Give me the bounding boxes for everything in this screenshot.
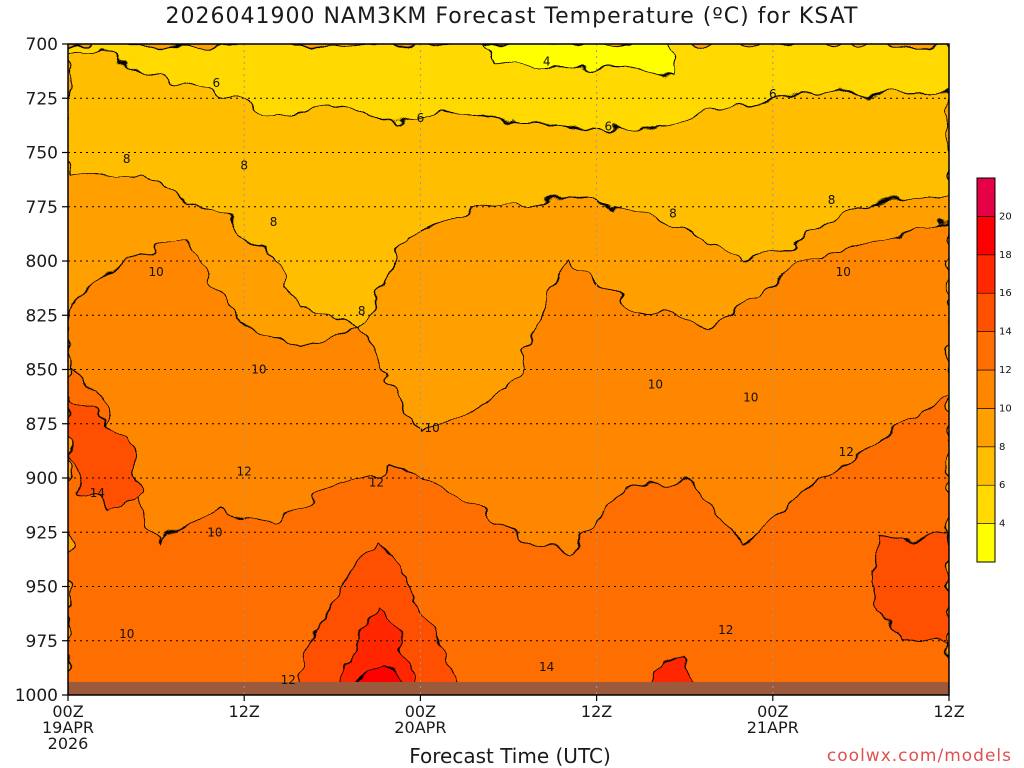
contour-label: 8 xyxy=(123,152,131,166)
y-tick-label: 775 xyxy=(26,198,58,218)
temperature-field xyxy=(68,44,949,695)
temp-band-12-14 xyxy=(68,368,949,695)
contour-label: 12 xyxy=(281,673,296,687)
x-tick-label: 21APR xyxy=(747,718,799,737)
y-tick-label: 850 xyxy=(26,361,58,381)
contour-label: 14 xyxy=(90,486,105,500)
legend-swatch xyxy=(976,408,996,448)
legend-swatch xyxy=(976,484,996,524)
legend-label: 14 xyxy=(999,327,1012,338)
contour-label: 6 xyxy=(212,76,220,90)
y-tick-label: 800 xyxy=(26,252,58,272)
color-legend: 4 6 8 10 12 14 16 18 20 xyxy=(976,177,1012,563)
temp-band-6-8 xyxy=(68,44,949,327)
contour-label: 6 xyxy=(605,119,613,133)
legend-swatch xyxy=(976,216,996,256)
contour-label: 8 xyxy=(270,215,278,229)
legend-swatch xyxy=(976,523,996,563)
ground-below-surface xyxy=(68,681,949,695)
contour-labels: 4 6 6 6 6 8 8 8 8 8 8 10 10 10 10 10 10 10 10 12 12 12 12 12 14 1… xyxy=(90,54,854,686)
y-tick-label: 950 xyxy=(26,578,58,598)
legend-swatch xyxy=(976,369,996,409)
temp-band-2-4 xyxy=(478,44,671,78)
contour-label: 8 xyxy=(669,206,677,220)
contour-label: 12 xyxy=(369,475,384,489)
x-tick-label: 12Z xyxy=(581,702,612,721)
legend-label: 18 xyxy=(999,250,1012,261)
contour-label: 6 xyxy=(417,111,425,125)
legend-label: 20 xyxy=(999,211,1012,222)
x-tick-label: 00Z xyxy=(52,702,83,721)
contour-label: 4 xyxy=(543,54,551,68)
y-tick-label: 900 xyxy=(26,469,58,489)
x-tick-label: 19APR xyxy=(42,718,94,737)
legend-swatch xyxy=(976,177,996,217)
legend-frame xyxy=(976,177,996,563)
contour-label: 10 xyxy=(251,363,266,377)
y-tick-label: 925 xyxy=(26,523,58,543)
contour-label: 12 xyxy=(718,623,733,637)
y-tick-label: 750 xyxy=(26,144,58,164)
y-tick-label: 975 xyxy=(26,632,58,652)
contour-label: 8 xyxy=(828,193,836,207)
legend-swatch xyxy=(976,331,996,371)
contour-label: 8 xyxy=(358,304,366,318)
x-axis-label: Forecast Time (UTC) xyxy=(409,744,611,768)
legend-label: 16 xyxy=(999,288,1012,299)
contour-label: 8 xyxy=(240,159,248,173)
contour-label: 10 xyxy=(836,265,851,279)
y-axis: 700 725 750 775 800 825 850 875 900 925 950 975 1000 xyxy=(15,35,68,706)
contour-label: 12 xyxy=(237,464,252,478)
grid xyxy=(68,44,949,695)
credit-link[interactable]: coolwx.com/models xyxy=(826,746,1012,766)
y-tick-label: 875 xyxy=(26,415,58,435)
contour-label: 14 xyxy=(539,660,554,674)
temp-band-14-16-right xyxy=(875,531,949,642)
legend-swatch xyxy=(976,446,996,486)
legend-label: 6 xyxy=(999,480,1005,491)
contour-label: 10 xyxy=(743,391,758,405)
x-tick-label: 12Z xyxy=(933,702,964,721)
y-tick-label: 1000 xyxy=(15,686,58,706)
legend-label: 4 xyxy=(999,519,1005,530)
legend-swatch xyxy=(976,254,996,294)
chart-title: 2026041900 NAM3KM Forecast Temperature (… xyxy=(165,4,859,29)
y-tick-label: 700 xyxy=(26,35,58,55)
contour-label: 6 xyxy=(769,87,777,101)
x-tick-label: 12Z xyxy=(229,702,260,721)
y-tick-label: 725 xyxy=(26,89,58,109)
contour-label: 10 xyxy=(119,627,134,641)
legend-swatch xyxy=(976,292,996,332)
x-tick-label: 20APR xyxy=(394,718,446,737)
legend-label: 8 xyxy=(999,442,1005,453)
temp-band-14-16-left xyxy=(68,394,143,512)
surface-ground xyxy=(68,681,949,695)
contour-label: 10 xyxy=(648,378,663,392)
contour-label: 12 xyxy=(839,445,854,459)
x-tick-label: 2026 xyxy=(48,734,89,753)
legend-label: 12 xyxy=(999,365,1012,376)
temp-band-16-18 xyxy=(331,607,422,695)
contour-label: 10 xyxy=(148,265,163,279)
temp-band-4-6 xyxy=(68,44,949,132)
contour-label: 10 xyxy=(425,421,440,435)
x-tick-label: 00Z xyxy=(757,702,788,721)
legend-label: 10 xyxy=(999,403,1012,414)
x-tick-label: 00Z xyxy=(405,702,436,721)
contour-label: 10 xyxy=(207,525,222,539)
y-tick-label: 825 xyxy=(26,306,58,326)
